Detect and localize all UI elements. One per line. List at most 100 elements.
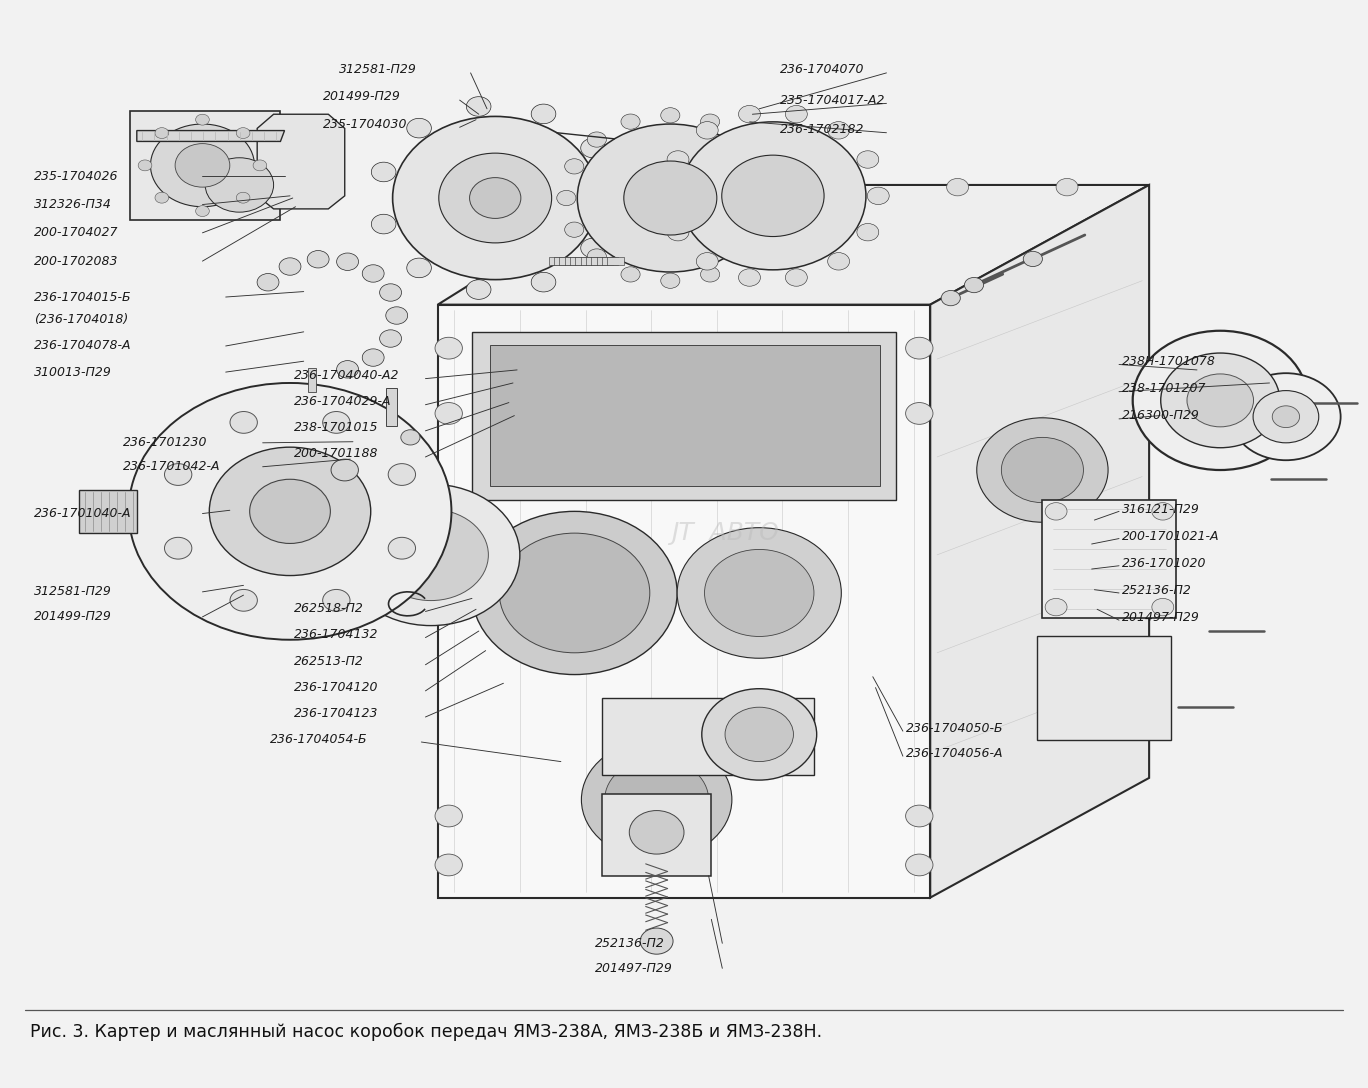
Circle shape (757, 159, 776, 174)
Circle shape (175, 144, 230, 187)
Text: 252136-П2: 252136-П2 (595, 937, 665, 950)
Text: 235-1704017-А2: 235-1704017-А2 (780, 94, 885, 107)
Circle shape (439, 153, 551, 243)
Circle shape (696, 122, 718, 139)
Circle shape (466, 280, 491, 299)
Circle shape (257, 273, 279, 290)
Circle shape (629, 811, 684, 854)
Circle shape (725, 707, 793, 762)
Circle shape (1231, 373, 1341, 460)
Text: 200-1701021-А: 200-1701021-А (1122, 530, 1219, 543)
Circle shape (735, 132, 754, 147)
Text: 236-1704123: 236-1704123 (294, 707, 379, 720)
Circle shape (323, 590, 350, 611)
Circle shape (739, 269, 761, 286)
Circle shape (828, 252, 850, 270)
Circle shape (1056, 178, 1078, 196)
Circle shape (363, 264, 384, 282)
Text: JT  АВТО: JT АВТО (672, 521, 778, 545)
Text: 252136-П2: 252136-П2 (1122, 584, 1192, 597)
Circle shape (435, 854, 462, 876)
Circle shape (435, 337, 462, 359)
Bar (570, 258, 587, 265)
Circle shape (389, 463, 416, 485)
Text: 238Н-1701078: 238Н-1701078 (1122, 355, 1216, 368)
Circle shape (1045, 503, 1067, 520)
Circle shape (587, 132, 606, 147)
Circle shape (509, 178, 531, 196)
Circle shape (941, 290, 960, 306)
Text: Рис. 3. Картер и маслянный насос коробок передач ЯМЗ-238А, ЯМЗ-238Б и ЯМЗ-238Н.: Рис. 3. Картер и маслянный насос коробок… (30, 1023, 822, 1040)
Circle shape (837, 178, 859, 196)
Circle shape (253, 160, 267, 171)
Circle shape (363, 349, 384, 367)
Circle shape (624, 161, 717, 235)
Circle shape (389, 537, 416, 559)
Circle shape (279, 258, 301, 275)
Circle shape (757, 222, 776, 237)
Text: (236-1704018): (236-1704018) (34, 313, 129, 326)
Bar (602, 258, 618, 265)
Text: 236-1704070: 236-1704070 (780, 63, 865, 76)
Text: 238-1701207: 238-1701207 (1122, 382, 1207, 395)
Circle shape (705, 549, 814, 636)
Circle shape (739, 106, 761, 123)
Circle shape (323, 411, 350, 433)
Text: 236-1704078-А: 236-1704078-А (34, 339, 131, 353)
Circle shape (856, 151, 878, 169)
Circle shape (249, 479, 331, 544)
Bar (586, 258, 602, 265)
Text: 262518-П2: 262518-П2 (294, 602, 364, 615)
Circle shape (1152, 598, 1174, 616)
Circle shape (337, 254, 358, 271)
Text: 238-1701015: 238-1701015 (294, 421, 379, 434)
Text: 201499-П29: 201499-П29 (323, 90, 401, 103)
Bar (490, 345, 880, 486)
Circle shape (702, 689, 817, 780)
Circle shape (668, 223, 689, 240)
Circle shape (342, 484, 520, 626)
Circle shape (205, 158, 274, 212)
Circle shape (499, 533, 650, 653)
Bar (565, 258, 581, 265)
Text: 201497-П29: 201497-П29 (1122, 611, 1200, 625)
Text: 236-1704040-А2: 236-1704040-А2 (294, 369, 399, 382)
Text: 236-1701040-А: 236-1701040-А (34, 507, 131, 520)
Bar (596, 258, 613, 265)
Polygon shape (438, 185, 1149, 305)
Text: 236-1701230: 236-1701230 (123, 436, 208, 449)
Circle shape (1133, 331, 1308, 470)
Circle shape (469, 177, 521, 219)
Text: 200-1704027: 200-1704027 (34, 226, 119, 239)
Bar (580, 258, 596, 265)
Circle shape (401, 430, 420, 445)
Circle shape (856, 223, 878, 240)
Circle shape (1023, 251, 1042, 267)
Circle shape (237, 127, 250, 138)
Bar (308, 368, 316, 392)
Circle shape (565, 159, 584, 174)
Circle shape (700, 267, 720, 282)
Circle shape (599, 188, 624, 208)
Text: 200-1702083: 200-1702083 (34, 255, 119, 268)
Circle shape (230, 411, 257, 433)
Circle shape (680, 122, 866, 270)
Bar (472, 332, 896, 500)
Text: 236-1701042-А: 236-1701042-А (123, 460, 220, 473)
Circle shape (977, 418, 1108, 522)
Circle shape (164, 463, 192, 485)
Circle shape (196, 206, 209, 217)
Circle shape (906, 805, 933, 827)
Bar (386, 388, 397, 426)
Circle shape (371, 162, 395, 182)
Circle shape (380, 284, 402, 301)
Circle shape (386, 307, 408, 324)
Circle shape (1152, 503, 1174, 520)
Bar (602, 794, 711, 876)
Circle shape (964, 277, 984, 293)
Circle shape (406, 119, 431, 138)
Text: 262513-П2: 262513-П2 (294, 655, 364, 668)
Circle shape (605, 758, 709, 841)
Circle shape (406, 258, 431, 277)
Text: 312581-П29: 312581-П29 (339, 63, 417, 76)
